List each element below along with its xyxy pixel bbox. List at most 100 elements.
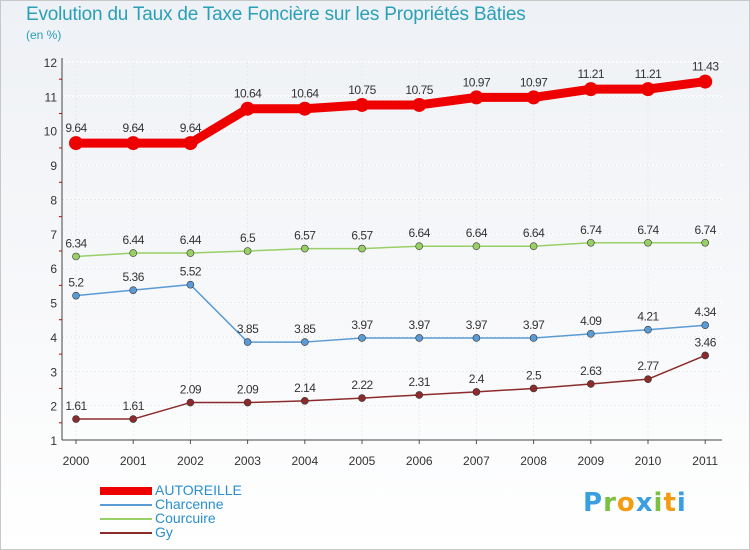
data-label-autoreille: 11.21: [635, 67, 662, 81]
data-point-charcenne: [415, 334, 424, 342]
data-label-charcenne: 5.2: [68, 276, 84, 290]
data-label-courcuire: 6.44: [123, 233, 145, 247]
y-tick-label: 4: [50, 331, 57, 345]
y-tick-label: 5: [50, 297, 57, 311]
data-point-gy: [529, 384, 538, 393]
legend-swatch: [100, 487, 152, 495]
data-label-gy: 2.22: [351, 378, 373, 392]
series-line-autoreille: [71, 77, 710, 148]
data-point-courcuire: [358, 244, 366, 253]
data-label-courcuire: 6.74: [695, 223, 717, 237]
data-point-gy: [701, 351, 710, 360]
y-tick-label: 10: [44, 125, 58, 139]
data-point-charcenne: [358, 334, 366, 342]
data-label-courcuire: 6.57: [294, 229, 316, 243]
data-point-autoreille: [297, 101, 312, 116]
x-tick-label: 2006: [406, 454, 433, 468]
x-tick-label: 2000: [63, 454, 90, 468]
data-point-autoreille: [183, 136, 198, 151]
data-point-autoreille: [240, 101, 255, 116]
x-tick-label: 2008: [520, 454, 547, 468]
data-label-layer: 1.61 1.61 2.09 2.09 2.14 2.22 2.31 2.4 2.5 2.63 2.…: [65, 60, 720, 413]
data-label-courcuire: 6.64: [409, 226, 431, 240]
data-label-charcenne: 5.52: [180, 265, 202, 279]
data-label-charcenne: 3.97: [466, 318, 488, 332]
legend-swatch: [100, 532, 152, 534]
y-tick-label: 12: [44, 56, 58, 70]
data-label-autoreille: 10.97: [463, 75, 491, 89]
data-label-gy: 2.09: [237, 383, 259, 397]
data-point-autoreille: [583, 82, 598, 97]
legend-swatch: [100, 518, 152, 520]
y-tick-label: 3: [50, 365, 57, 379]
y-tick-label: 11: [45, 90, 58, 104]
data-label-gy: 2.77: [637, 359, 659, 373]
logo-letter: r: [603, 488, 617, 518]
data-label-courcuire: 6.34: [65, 236, 87, 250]
data-point-gy: [586, 380, 595, 388]
series-line-courcuire: [75, 242, 706, 258]
legend-label: Gy: [155, 524, 173, 540]
data-point-autoreille: [126, 136, 141, 151]
data-point-courcuire: [644, 238, 652, 247]
logo-letter: i: [653, 488, 664, 518]
data-label-charcenne: 3.97: [409, 318, 431, 332]
data-point-autoreille: [412, 97, 427, 112]
legend-label: Courcuire: [155, 510, 216, 526]
x-tick-label: 2010: [635, 454, 662, 468]
data-label-charcenne: 4.34: [695, 305, 717, 319]
data-point-autoreille: [69, 136, 83, 151]
data-label-gy: 2.4: [469, 372, 485, 386]
data-point-gy: [129, 415, 137, 423]
data-label-autoreille: 11.21: [577, 67, 604, 81]
data-label-gy: 3.46: [695, 335, 717, 349]
data-point-charcenne: [586, 330, 595, 338]
data-label-courcuire: 6.74: [580, 223, 602, 237]
data-label-charcenne: 3.85: [294, 322, 316, 336]
data-point-gy: [358, 394, 366, 402]
data-label-charcenne: 3.85: [237, 322, 259, 336]
data-point-courcuire: [529, 242, 538, 250]
data-label-autoreille: 10.64: [291, 87, 319, 101]
data-point-charcenne: [129, 286, 137, 294]
series-layer: [69, 74, 713, 423]
data-label-courcuire: 6.44: [180, 233, 202, 247]
series-line-gy: [75, 354, 706, 420]
x-tick-label: 2001: [120, 454, 147, 468]
y-tick-label: 2: [50, 400, 57, 414]
data-point-autoreille: [526, 90, 541, 105]
data-point-charcenne: [644, 325, 652, 334]
data-label-charcenne: 3.97: [523, 318, 545, 332]
y-tick-label: 1: [50, 434, 57, 448]
data-label-courcuire: 6.57: [351, 229, 373, 243]
data-label-courcuire: 6.64: [466, 226, 488, 240]
logo-letter: o: [616, 488, 636, 518]
data-point-autoreille: [469, 90, 484, 105]
logo-letter: i: [676, 488, 687, 518]
data-label-gy: 2.5: [526, 368, 542, 382]
data-label-autoreille: 9.64: [180, 121, 202, 135]
logo-letter: x: [635, 488, 654, 518]
data-point-autoreille: [698, 74, 713, 89]
data-point-gy: [472, 388, 481, 396]
data-point-courcuire: [72, 252, 80, 261]
data-label-charcenne: 4.09: [580, 314, 602, 328]
data-label-autoreille: 9.64: [123, 121, 145, 135]
data-point-gy: [72, 415, 80, 423]
legend-label: AUTOREILLE: [155, 482, 242, 498]
legend-label: Charcenne: [155, 496, 224, 512]
data-point-gy: [186, 398, 195, 407]
data-point-autoreille: [641, 82, 655, 97]
grid-layer: [62, 61, 722, 441]
data-label-courcuire: 6.5: [240, 231, 256, 245]
data-point-courcuire: [415, 242, 424, 250]
data-point-gy: [415, 391, 424, 399]
data-label-gy: 2.31: [409, 375, 431, 389]
data-label-autoreille: 10.75: [348, 83, 376, 97]
data-point-courcuire: [243, 247, 252, 255]
data-label-charcenne: 4.21: [637, 310, 659, 324]
data-label-gy: 2.63: [580, 364, 602, 378]
data-point-courcuire: [129, 249, 137, 257]
